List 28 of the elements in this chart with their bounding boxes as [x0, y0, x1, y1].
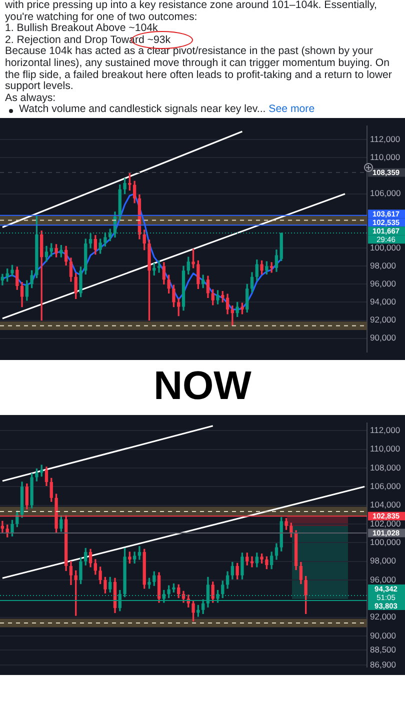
y-tick-label: 104,000 — [370, 500, 401, 510]
y-tick-label: 88,500 — [370, 644, 396, 654]
y-tick-label: 110,000 — [370, 444, 400, 454]
y-tick-label: 98,000 — [370, 260, 396, 270]
y-tick-label: 110,000 — [370, 152, 400, 162]
y-tick-label: 112,000 — [370, 424, 400, 435]
text: Because 104k has acted as a clear pivot/resistance in the past (shown by your horizontal lines), any sustained move through it can trigger momentum buying. On the flip side, a failed breakout here often leads to profit-taking and a return to lower support levels. — [5, 45, 393, 93]
chart-title: NOW — [152, 364, 252, 409]
text: See more — [268, 103, 315, 116]
y-tick-label: 96,000 — [370, 278, 396, 289]
y-tick-label: 92,000 — [370, 612, 396, 622]
y-tick-label: 106,000 — [370, 188, 401, 198]
y-tick-label: 90,000 — [370, 630, 396, 640]
y-tick-label: 92,000 — [370, 314, 396, 325]
y-tick-label: 108,000 — [370, 462, 401, 472]
y-tick-label: 94,000 — [370, 296, 396, 307]
y-tick-label: 100,000 — [370, 242, 401, 252]
y-tick-label: 100,000 — [370, 537, 401, 548]
y-tick-label: 96,000 — [370, 574, 396, 584]
text: with price pressing up into a key resistance zone around 101–104k. Essentially, you're watching for one of two outcomes: — [5, 0, 378, 23]
y-tick-label: 90,000 — [370, 332, 396, 343]
text: Watch volume and candlestick signals near key lev... — [19, 103, 266, 116]
y-tick-label: 106,000 — [370, 480, 401, 491]
y-tick-label: 112,000 — [370, 134, 400, 144]
y-tick-label: 86,900 — [370, 659, 396, 670]
y-tick-label: 98,000 — [370, 556, 396, 566]
text: 1. Bullish Breakout Above ~104k — [5, 22, 159, 35]
text: As always: — [5, 92, 57, 104]
